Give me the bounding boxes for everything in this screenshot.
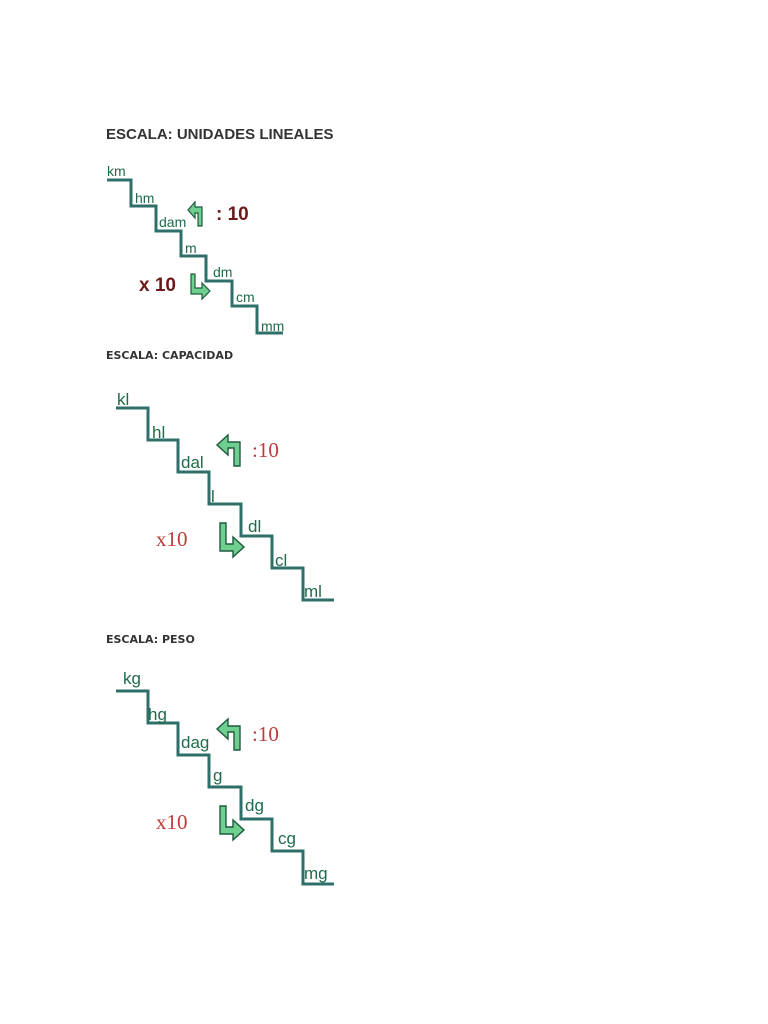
arrow-up-left-icon: [187, 200, 203, 227]
divide-label: :10: [252, 722, 279, 746]
section-title-linear: ESCALA: UNIDADES LINEALES: [106, 126, 334, 143]
arrow-down-right-icon: [190, 273, 211, 301]
unit-label: cg: [278, 829, 296, 848]
arrow-up-left-icon: [215, 433, 241, 467]
unit-label: dm: [213, 264, 232, 280]
divide-label: :10: [252, 438, 279, 462]
unit-label: kg: [123, 669, 141, 688]
multiply-label: x 10: [139, 275, 176, 296]
staircase-line: [116, 689, 334, 886]
unit-label: cl: [275, 551, 287, 570]
unit-label: ml: [304, 582, 322, 601]
section-title-capacity: ESCALA: CAPACIDAD: [106, 349, 234, 362]
unit-label: dg: [245, 796, 264, 815]
arrow-down-right-icon: [219, 522, 246, 559]
unit-label: kl: [117, 390, 129, 409]
unit-label: m: [185, 240, 197, 256]
unit-label: km: [107, 163, 126, 179]
arrow-down-right-icon: [219, 805, 246, 842]
unit-label: mm: [261, 318, 284, 334]
unit-label: dl: [248, 517, 261, 536]
multiply-label: x10: [156, 810, 188, 834]
staircase-line: [107, 178, 283, 335]
unit-label: hm: [135, 190, 154, 206]
unit-label: l: [211, 487, 215, 506]
multiply-label: x10: [156, 527, 188, 551]
arrow-up-left-icon: [215, 717, 241, 751]
unit-label: dal: [181, 453, 204, 472]
unit-label: dag: [181, 733, 209, 752]
divide-label: : 10: [216, 204, 249, 225]
unit-label: hl: [152, 423, 165, 442]
unit-label: mg: [304, 864, 328, 883]
staircase-line: [116, 406, 334, 602]
section-title-weight: ESCALA: PESO: [106, 633, 195, 646]
unit-label: g: [213, 766, 222, 785]
unit-label: cm: [236, 289, 255, 305]
unit-label: dam: [159, 214, 186, 230]
unit-label: hg: [148, 705, 167, 724]
